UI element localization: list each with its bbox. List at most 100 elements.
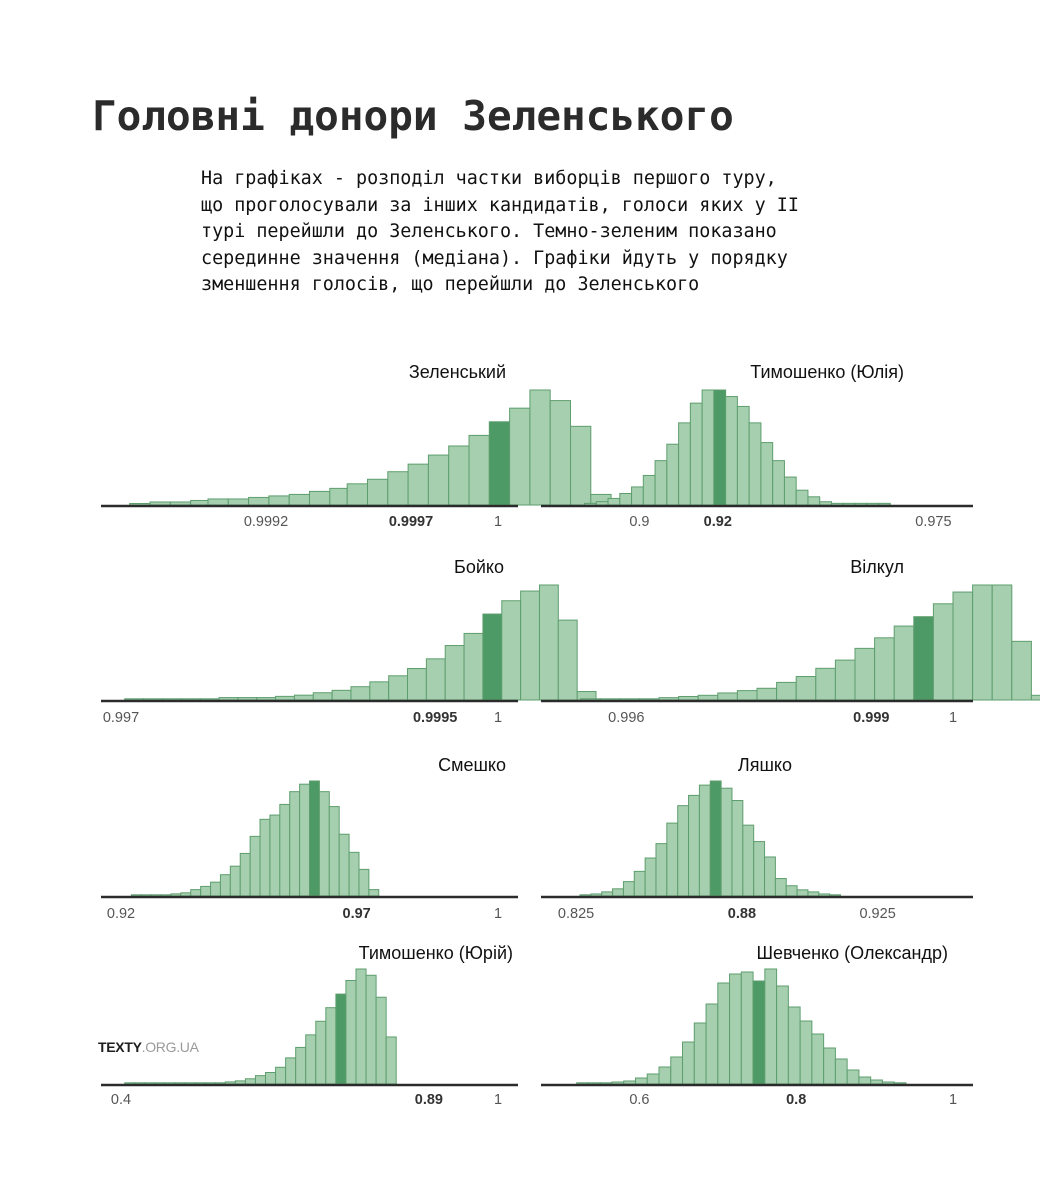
histogram-bar [368, 889, 380, 897]
histogram-bar [365, 974, 377, 1085]
histogram-bar [538, 584, 559, 701]
subtitle-line: що проголосували за інших кандидатів, го… [201, 194, 799, 216]
median-bar [309, 780, 320, 897]
histogram-bar [619, 493, 633, 506]
median-bar [752, 980, 766, 1085]
histogram-bar [764, 968, 778, 1085]
histogram-bar [170, 893, 182, 897]
histogram-bar [279, 803, 291, 897]
histogram-bar [682, 1041, 695, 1085]
histogram-bar [329, 487, 348, 506]
histogram-bar [736, 690, 758, 701]
histogram-bar [795, 676, 817, 701]
tick-label: 0.825 [558, 906, 594, 922]
median-bar [913, 616, 934, 701]
histogram-bar [774, 878, 787, 897]
histogram-panel: 0.92 0.97 1 Смешко [101, 755, 518, 922]
histogram-bar [256, 697, 277, 701]
tick-label: 1 [494, 1092, 502, 1108]
median-bar [488, 421, 511, 506]
histogram-bar [717, 982, 731, 1085]
histogram-bar [795, 489, 809, 506]
histogram-bar [811, 1033, 825, 1085]
tick-label: 0.9 [629, 514, 649, 530]
tick-label: 1 [949, 710, 957, 726]
chart-title: Бойко [454, 557, 504, 577]
histogram-bar [224, 1081, 236, 1085]
histogram-bar [646, 1073, 660, 1085]
histogram-bar [677, 805, 690, 897]
histogram-bar [858, 1076, 872, 1085]
histogram-bar [881, 1081, 895, 1085]
histogram-bar [772, 460, 785, 506]
logo-bold-text: TEXTY [98, 1039, 142, 1055]
histogram-bar [756, 687, 778, 701]
subtitle-line: серединне значення (медіана). Графіки йд… [201, 247, 788, 269]
histogram-bar [655, 843, 668, 897]
histogram-bar [350, 686, 371, 701]
histogram-bar [289, 791, 301, 897]
histogram-bar [932, 603, 954, 701]
histogram-bar [190, 889, 202, 897]
histogram-bar [299, 783, 311, 897]
histogram-bar [325, 1007, 337, 1085]
histogram-bar [375, 996, 387, 1085]
histogram-bar [331, 689, 352, 701]
histogram-bar [701, 389, 715, 506]
histogram-panel: 0.9992 0.9997 1 Зеленський [101, 362, 612, 530]
histogram-bar [952, 591, 974, 701]
histogram-bar [338, 833, 350, 897]
histogram-bar [731, 800, 744, 897]
histogram-bar [697, 694, 719, 701]
histogram-bar [807, 891, 820, 897]
histogram-bar [654, 460, 668, 506]
histogram-panel: 0.825 0.88 0.925 Ляшко [541, 755, 973, 922]
histogram-bar [753, 841, 766, 897]
tick-label: 0.996 [608, 710, 644, 726]
histogram-bar [293, 694, 314, 701]
histogram-bar [312, 692, 333, 701]
histogram-bar [275, 1066, 287, 1085]
tick-label: 0.997 [103, 710, 139, 726]
histogram-panel: 0.9 0.92 0.975 Тимошенко (Юлія) [541, 362, 973, 530]
subtitle-line: зменшення голосів, що перейшли до Зеленс… [201, 274, 700, 295]
histogram-bar [180, 892, 192, 897]
histogram-bar [468, 434, 490, 506]
histogram-bar [874, 637, 895, 701]
histogram-bar [764, 856, 776, 897]
histogram-bar [698, 784, 711, 897]
histogram-bar [463, 632, 484, 701]
histogram-bar [367, 478, 389, 506]
histogram-bar [670, 1056, 684, 1085]
tick-label: 0.4 [111, 1092, 131, 1108]
histogram-bar [309, 490, 331, 506]
histogram-bar [607, 497, 621, 506]
histogram-bar [689, 402, 703, 506]
histogram-bar [407, 463, 429, 506]
histogram-bar [740, 971, 754, 1085]
histogram-bar [227, 498, 250, 506]
histogram-bar [678, 422, 691, 506]
histogram-bar [387, 471, 409, 506]
histogram-bar [328, 806, 340, 897]
histogram-bar [315, 1020, 327, 1085]
histogram-bar [1030, 694, 1040, 701]
histogram-bar [1011, 640, 1032, 701]
histogram-bar [509, 407, 531, 506]
median-bar [713, 389, 727, 506]
histogram-bar [678, 695, 699, 701]
chart-title: Тимошенко (Юрій) [359, 943, 513, 963]
histogram-bar [529, 389, 551, 506]
histogram-bar [244, 1078, 256, 1085]
logo-light-text: .ORG.UA [141, 1039, 199, 1055]
histogram-bar [796, 889, 809, 897]
median-bar [335, 993, 347, 1085]
histogram-bar [736, 405, 750, 506]
histogram-bar [846, 1069, 860, 1085]
histogram-bar [622, 881, 635, 897]
histogram-bar [834, 659, 856, 701]
histogram-bar [570, 425, 592, 506]
histogram-bar [268, 495, 290, 506]
histogram-panel: 0.996 0.999 1 Вілкул [541, 557, 1040, 726]
histogram-bar [265, 1072, 277, 1085]
